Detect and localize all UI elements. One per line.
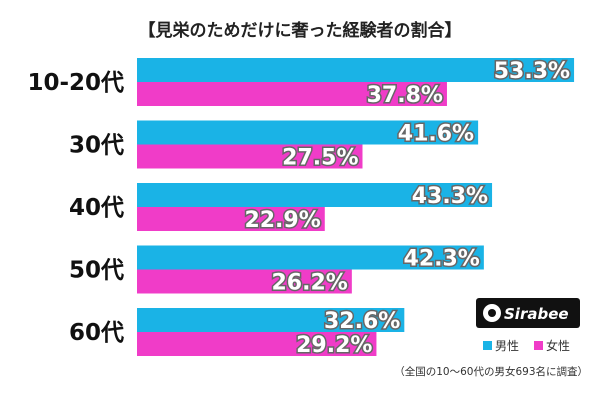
- data-label-female-3: 26.2%: [272, 271, 348, 296]
- data-label-male-3: 42.3%: [404, 247, 480, 272]
- legend-female-label: 女性: [546, 338, 570, 353]
- footnote: （全国の10～60代の男女693名に調査）: [394, 365, 588, 378]
- data-label-female-4: 29.2%: [296, 333, 372, 358]
- bar-female-4: [137, 332, 377, 356]
- data-label-female-1: 27.5%: [282, 146, 358, 171]
- bar-male-2: [137, 183, 493, 207]
- bar-female-1: [137, 144, 363, 169]
- bar-female-3: [137, 269, 352, 294]
- bar-male-1: [137, 120, 479, 145]
- legend: 男性 女性: [483, 338, 570, 353]
- data-labels: 53.3% 37.8% 41.6% 27.5% 43.3% 22.9% 42.3% 26.2%…: [243, 58, 572, 360]
- category-label-0: 10-20代: [27, 70, 124, 96]
- bar-male-0: [137, 58, 575, 82]
- category-label-1: 30代: [69, 133, 124, 159]
- logo-mark-dot: [488, 309, 496, 317]
- logo-text: Sirabee: [504, 305, 569, 323]
- bar-female-0: [137, 82, 447, 106]
- data-label-male-0: 53.3%: [494, 59, 570, 84]
- bar-male-4: [137, 308, 405, 332]
- bar-female-2: [137, 207, 325, 231]
- sirabee-logo: Sirabee: [476, 298, 580, 328]
- data-label-male-2: 43.3%: [412, 184, 488, 209]
- logo-background: [476, 298, 580, 328]
- data-label-male-4: 32.6%: [324, 309, 400, 334]
- chart-title: 【見栄のためだけに奢った経験者の割合】: [139, 20, 462, 41]
- category-labels: 10-20代 30代 40代 50代 60代: [27, 70, 124, 346]
- category-label-2: 40代: [69, 195, 124, 221]
- bar-male-3: [137, 245, 484, 270]
- legend-male-label: 男性: [495, 339, 519, 353]
- category-label-4: 60代: [69, 320, 124, 346]
- legend-male-swatch: [483, 341, 492, 350]
- data-label-male-1: 41.6%: [398, 122, 474, 147]
- data-label-female-2: 22.9%: [244, 208, 320, 233]
- legend-female-swatch: [534, 341, 543, 350]
- category-label-3: 50代: [69, 258, 124, 284]
- data-label-female-0: 37.8%: [367, 83, 443, 108]
- bars-group: [137, 58, 575, 356]
